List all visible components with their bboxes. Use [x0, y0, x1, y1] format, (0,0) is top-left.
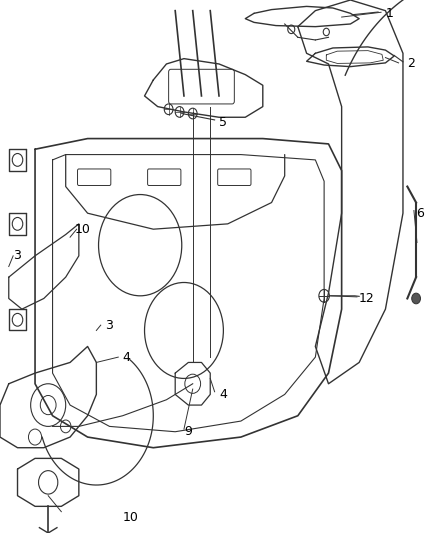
Circle shape	[412, 293, 420, 304]
Text: 10: 10	[123, 511, 138, 523]
Text: 4: 4	[219, 388, 227, 401]
Text: 3: 3	[13, 249, 21, 262]
Text: 4: 4	[123, 351, 131, 364]
Text: 5: 5	[219, 116, 227, 129]
Text: 2: 2	[407, 58, 415, 70]
Text: 12: 12	[359, 292, 375, 305]
Text: 3: 3	[105, 319, 113, 332]
Text: 6: 6	[416, 207, 424, 220]
Text: 10: 10	[74, 223, 90, 236]
Text: 9: 9	[184, 425, 192, 438]
Text: 1: 1	[385, 7, 393, 20]
